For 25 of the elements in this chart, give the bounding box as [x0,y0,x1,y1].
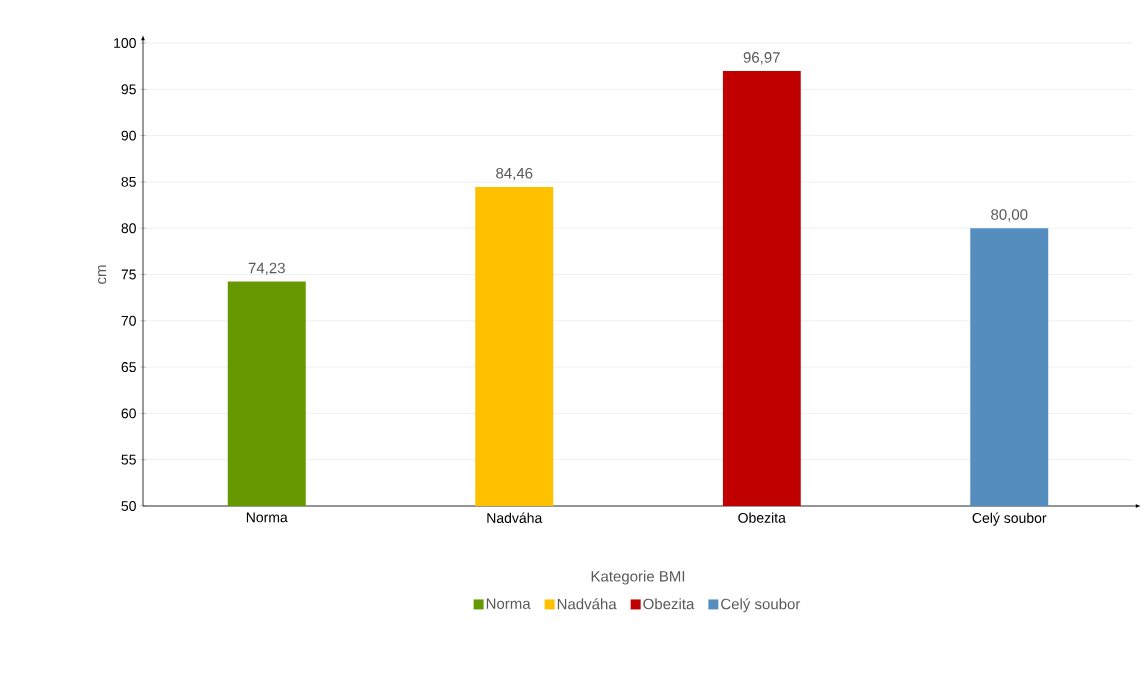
x-tick-label: Celý soubor [972,512,1047,526]
y-tick-label: 95 [121,84,136,95]
y-tick-label: 90 [121,130,136,141]
y-tick-label: 70 [121,315,136,326]
x-tick-label: Nadváha [487,512,543,523]
y-tick-label: 55 [121,454,136,465]
x-tick-label: Norma [246,512,288,523]
data-label: 96,97 [743,52,780,65]
legend-label: Obezita [643,598,695,610]
y-tick-label: 50 [121,501,136,511]
y-tick-label: 60 [121,408,136,419]
legend-label: Nadváha [557,598,617,610]
y-tick-label: 100 [114,38,136,48]
x-tick-label: Obezita [738,512,786,523]
y-tick-label: 65 [121,362,136,373]
legend-label: Celý soubor [721,598,801,613]
y-axis-title: cm [98,265,107,284]
y-tick-label: 80 [121,223,136,234]
y-tick-label: 85 [121,176,136,187]
legend-label: Norma [486,598,531,609]
x-axis-title: Kategorie BMI [591,570,685,585]
data-label: 74,23 [248,262,285,276]
y-tick-label: 75 [121,269,136,280]
data-label: 80,00 [991,209,1028,222]
data-label: 84,46 [496,167,533,181]
